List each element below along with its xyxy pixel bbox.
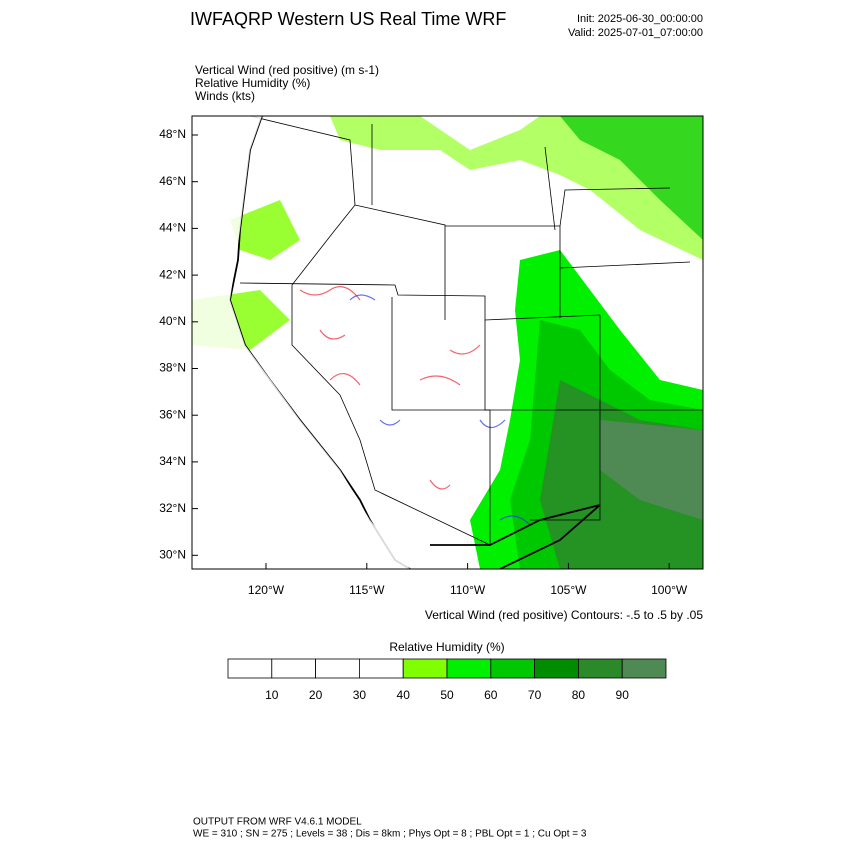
colorbar-title: Relative Humidity (%)	[389, 640, 504, 654]
title: IWFAQRP Western US Real Time WRF	[190, 9, 506, 29]
field-list: Vertical Wind (red positive) (m s-1)Rela…	[195, 63, 379, 103]
lon-label: 120°W	[248, 583, 285, 597]
colorbar-label: 90	[616, 688, 630, 702]
lon-label: 105°W	[550, 583, 587, 597]
lat-label: 46°N	[159, 174, 186, 188]
footer-line: OUTPUT FROM WRF V4.6.1 MODEL	[193, 817, 362, 828]
lat-label: 42°N	[159, 267, 186, 281]
colorbar-label: 20	[309, 688, 323, 702]
state-boundaries	[239, 116, 703, 546]
colorbar-box	[446, 658, 492, 679]
colorbar-box	[358, 658, 404, 679]
field-label: Relative Humidity (%)	[195, 76, 310, 90]
colorbar-box	[578, 658, 623, 679]
field-label: Vertical Wind (red positive) (m s-1)	[195, 63, 379, 77]
humidity-northwest	[230, 200, 300, 260]
colorbar-label: 70	[528, 688, 542, 702]
lon-label: 100°W	[651, 583, 688, 597]
colorbar: 10 20 30 40 50 60 70 80 90	[227, 658, 667, 702]
lat-label: 48°N	[159, 127, 186, 141]
colorbar-box	[490, 658, 535, 679]
colorbar-box	[534, 658, 579, 679]
colorbar-label: 50	[440, 688, 454, 702]
colorbar-label: 30	[353, 688, 367, 702]
vertical-wind-up	[299, 286, 481, 490]
lon-label: 110°W	[450, 583, 486, 597]
colorbar-label: 10	[265, 688, 279, 702]
lat-label: 34°N	[159, 454, 186, 468]
map-frame	[191, 115, 704, 570]
colorbar-box	[271, 658, 316, 679]
colorbar-label: 80	[572, 688, 586, 702]
footer-line: WE = 310 ; SN = 275 ; Levels = 38 ; Dis …	[193, 829, 587, 840]
humidity-texas	[600, 420, 703, 520]
field-label: Winds (kts)	[195, 89, 255, 103]
colorbar-box	[227, 658, 273, 679]
map-axes: 48°N 46°N 44°N 42°N 40°N 38°N 36°N 34°N 32°N 30°N…	[159, 127, 688, 597]
lat-label: 36°N	[159, 407, 186, 421]
map-area	[192, 116, 703, 569]
colorbar-box	[402, 658, 448, 679]
lat-label: 40°N	[159, 314, 186, 328]
colorbar-box	[621, 658, 667, 679]
lat-label: 30°N	[159, 547, 186, 561]
valid-time: Valid: 2025-07-01_07:00:00	[568, 27, 703, 39]
colorbar-label: 60	[484, 688, 498, 702]
lat-label: 32°N	[159, 501, 186, 515]
humidity-north-moist	[560, 116, 703, 240]
colorbar-box	[315, 658, 360, 679]
mexico-border	[430, 504, 601, 569]
lat-label: 44°N	[159, 221, 186, 235]
ocean	[192, 116, 410, 569]
lat-label: 38°N	[159, 361, 186, 375]
lon-label: 115°W	[349, 583, 385, 597]
colorbar-label: 40	[397, 688, 411, 702]
init-time: Init: 2025-06-30_00:00:00	[577, 13, 703, 25]
contour-note: Vertical Wind (red positive) Contours: -…	[425, 608, 703, 622]
vertical-wind-down	[349, 294, 531, 526]
